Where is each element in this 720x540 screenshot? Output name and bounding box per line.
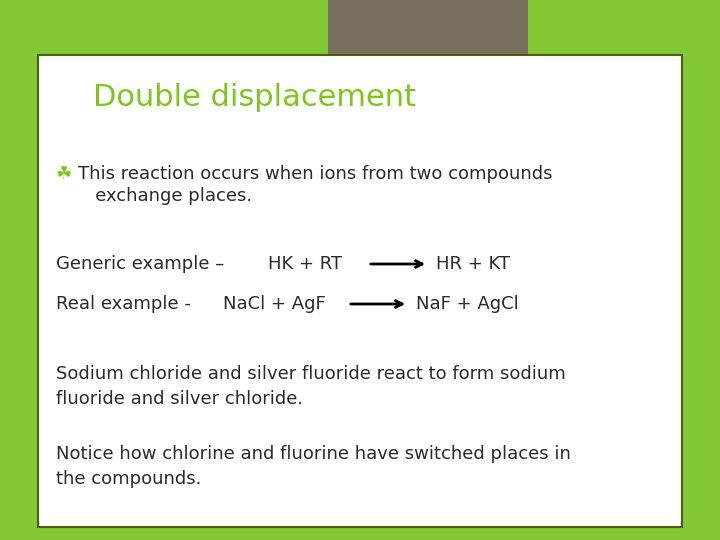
Text: NaCl + AgF: NaCl + AgF xyxy=(223,295,325,313)
Text: This reaction occurs when ions from two compounds
   exchange places.: This reaction occurs when ions from two … xyxy=(78,165,552,205)
Text: HR + KT: HR + KT xyxy=(436,255,510,273)
Text: HK + RT: HK + RT xyxy=(268,255,342,273)
FancyBboxPatch shape xyxy=(328,0,528,68)
Text: NaF + AgCl: NaF + AgCl xyxy=(416,295,518,313)
Text: Sodium chloride and silver fluoride react to form sodium
fluoride and silver chl: Sodium chloride and silver fluoride reac… xyxy=(56,365,566,408)
Text: Double displacement: Double displacement xyxy=(93,83,416,112)
Text: ☘: ☘ xyxy=(56,165,72,183)
Text: Real example -: Real example - xyxy=(56,295,191,313)
Text: Notice how chlorine and fluorine have switched places in
the compounds.: Notice how chlorine and fluorine have sw… xyxy=(56,445,571,488)
FancyBboxPatch shape xyxy=(38,55,682,527)
Text: Generic example –: Generic example – xyxy=(56,255,224,273)
